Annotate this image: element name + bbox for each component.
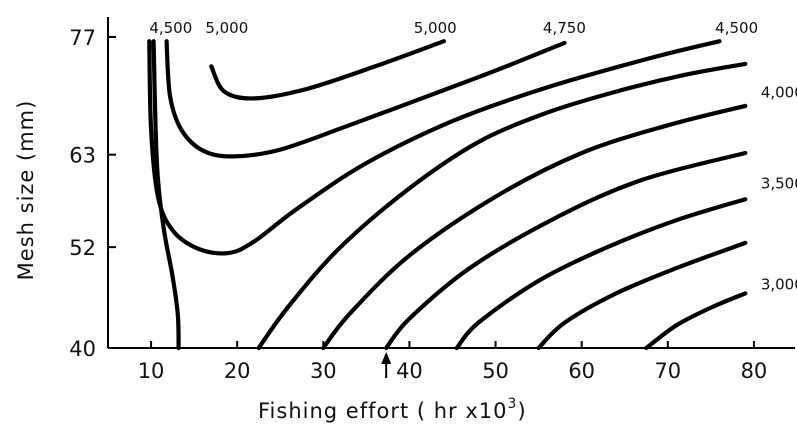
x-axis-title-main: Fishing effort ( hr x10 [258,399,508,423]
contour-line-c4 [151,39,181,351]
contour-line-c5 [256,61,748,351]
contour-line-c6 [321,103,748,351]
contour-lines [147,39,748,351]
y-axis-title: Mesh size (mm) [14,100,38,281]
x-tick-label: 70 [654,359,681,383]
contour-line-c9 [536,240,748,351]
contour-label: 4,500 [149,19,192,37]
marker-arrow-head [381,352,392,364]
x-tick-label: 40 [396,359,423,383]
y-tick-label: 52 [69,236,96,260]
contour-line-c7 [384,150,748,351]
y-tick-label: 63 [69,144,96,168]
x-tick-label: 60 [568,359,595,383]
x-axis-title-close: ) [517,399,526,423]
x-tick-label: 80 [741,359,768,383]
contour-label: 4,750 [543,19,586,37]
contour-line-c10 [644,291,748,351]
contour-line-c3 [147,39,722,256]
y-tick-label: 40 [69,337,96,361]
y-tick-label: 77 [69,26,96,50]
contour-labels: 4,500 5,000 5,000 4,750 4,500 4,000 3,500 3,000 [149,19,797,293]
axes: 10 20 30 40 50 60 70 80 40 52 63 77 [69,17,795,383]
contour-label: 4,000 [761,84,797,102]
contour-label: 4,500 [715,19,758,37]
contour-label: 3,500 [761,175,797,193]
contour-label: 3,000 [761,275,797,293]
contour-line-c1 [209,39,446,101]
contour-label: 5,000 [414,19,457,37]
x-axis-title: Fishing effort ( hr x103) [258,396,527,423]
x-tick-label: 50 [482,359,509,383]
x-tick-label: 10 [138,359,165,383]
x-axis-title-sup: 3 [508,396,518,412]
contour-label: 5,000 [205,19,248,37]
contour-line-c2 [164,39,567,159]
x-tick-label: 30 [310,359,337,383]
contour-line-c8 [454,197,748,351]
x-tick-label: 20 [224,359,251,383]
